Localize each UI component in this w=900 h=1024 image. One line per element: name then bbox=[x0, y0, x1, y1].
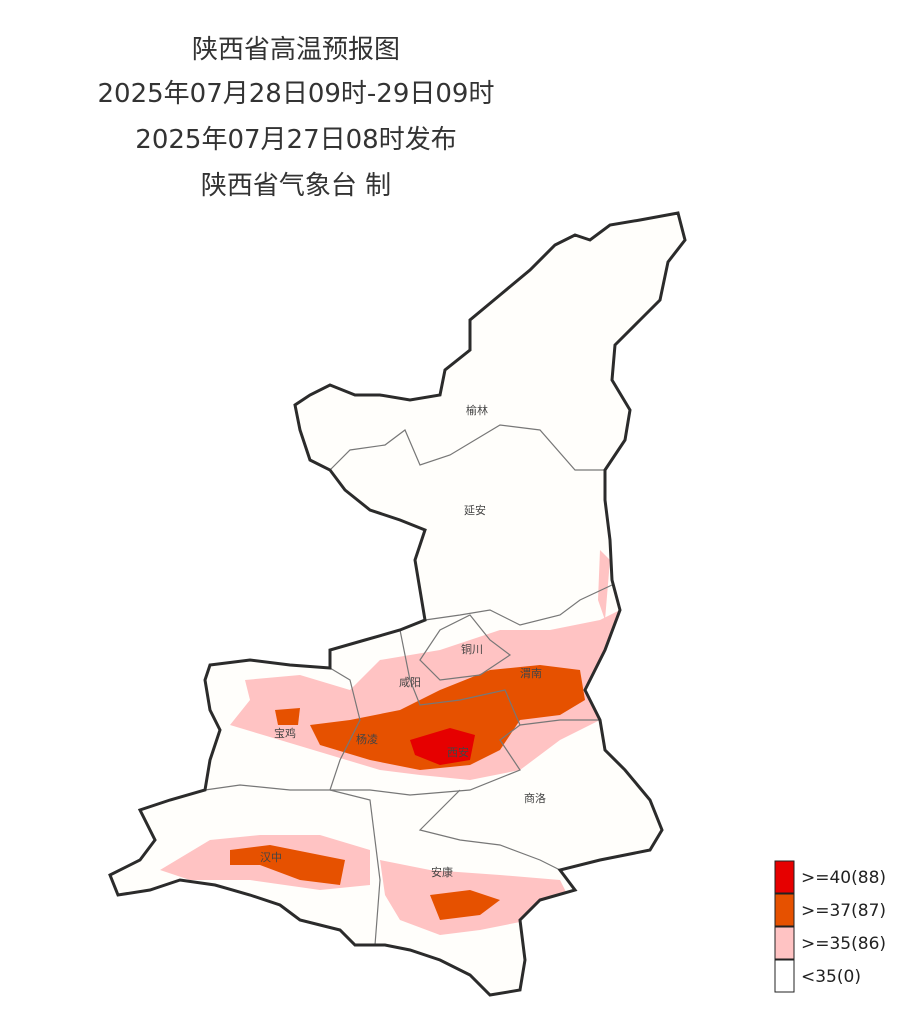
city-label: 汉中 bbox=[260, 851, 282, 864]
legend: >=40(88) >=37(87) >=35(86) <35(0) bbox=[774, 860, 886, 993]
heat-area bbox=[598, 550, 610, 620]
heat-area bbox=[430, 890, 500, 920]
heat-area bbox=[310, 665, 585, 770]
legend-label: <35(0) bbox=[801, 967, 861, 987]
city-label: 咸阳 bbox=[399, 676, 421, 689]
city-label: 铜川 bbox=[461, 642, 483, 656]
boundaries bbox=[204, 424, 613, 946]
legend-swatch bbox=[774, 860, 795, 894]
city-label: 渭南 bbox=[520, 667, 542, 680]
period: 2025年07月28日09时-29日09时 bbox=[98, 79, 495, 109]
legend-label: >=37(87) bbox=[801, 901, 886, 921]
heat-area bbox=[410, 728, 475, 765]
issued: 2025年07月27日08时发布 bbox=[135, 125, 456, 155]
title: 陕西省高温预报图 bbox=[192, 35, 400, 65]
heat-area bbox=[275, 708, 300, 725]
legend-swatch bbox=[774, 893, 795, 927]
city-label: 榆林 bbox=[466, 403, 488, 417]
producer: 陕西省气象台 制 bbox=[201, 171, 391, 201]
city-label: 延安 bbox=[464, 503, 486, 517]
heat-area bbox=[230, 845, 345, 885]
city-label: 安康 bbox=[431, 865, 453, 879]
legend-label: >=35(86) bbox=[801, 934, 886, 954]
legend-label: >=40(88) bbox=[801, 868, 886, 888]
legend-swatch bbox=[774, 959, 795, 993]
city-label: 杨凌 bbox=[356, 732, 378, 746]
city-label: 商洛 bbox=[524, 791, 546, 805]
city-label: 西安 bbox=[447, 745, 469, 759]
city-label: 宝鸡 bbox=[274, 726, 296, 740]
legend-swatch bbox=[774, 926, 795, 960]
